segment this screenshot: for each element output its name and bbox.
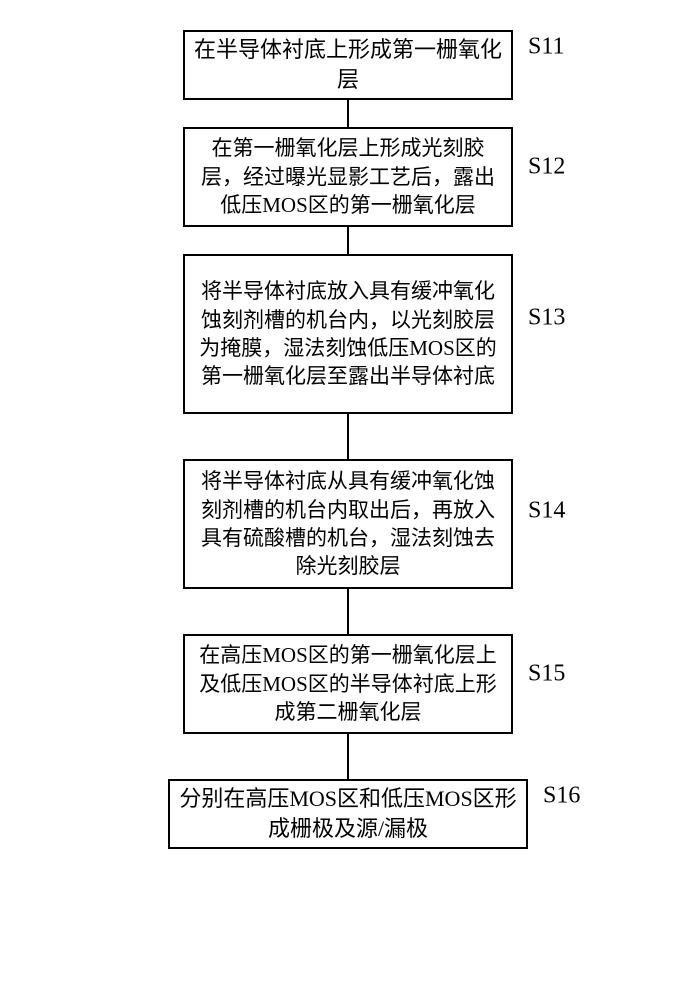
flow-step-box: 在第一栅氧化层上形成光刻胶层，经过曝光显影工艺后，露出低压MOS区的第一栅氧化层 [183, 127, 513, 227]
flow-step-row: 将半导体衬底放入具有缓冲氧化蚀刻剂槽的机台内，以光刻胶层为掩膜，湿法刻蚀低压MO… [168, 254, 528, 414]
flow-step-row: 在高压MOS区的第一栅氧化层上及低压MOS区的半导体衬底上形成第二栅氧化层S15 [168, 634, 528, 734]
flow-step-text: 将半导体衬底从具有缓冲氧化蚀刻剂槽的机台内取出后，再放入具有硫酸槽的机台，湿法刻… [193, 467, 503, 580]
flow-step-text: 在高压MOS区的第一栅氧化层上及低压MOS区的半导体衬底上形成第二栅氧化层 [193, 641, 503, 726]
flow-step-box: 将半导体衬底放入具有缓冲氧化蚀刻剂槽的机台内，以光刻胶层为掩膜，湿法刻蚀低压MO… [183, 254, 513, 414]
flow-step-text: 在第一栅氧化层上形成光刻胶层，经过曝光显影工艺后，露出低压MOS区的第一栅氧化层 [193, 134, 503, 219]
flow-step-label: S11 [528, 33, 564, 60]
flow-connector [347, 100, 349, 127]
flow-connector [347, 227, 349, 254]
flow-step-label: S16 [543, 782, 580, 809]
flow-step-row: 分别在高压MOS区和低压MOS区形成栅极及源/漏极S16 [168, 779, 528, 849]
flow-step-box: 分别在高压MOS区和低压MOS区形成栅极及源/漏极 [168, 779, 528, 849]
flow-step-box: 在高压MOS区的第一栅氧化层上及低压MOS区的半导体衬底上形成第二栅氧化层 [183, 634, 513, 734]
flow-step-text: 分别在高压MOS区和低压MOS区形成栅极及源/漏极 [178, 784, 518, 843]
flow-step-label: S15 [528, 661, 565, 688]
flow-connector [347, 734, 349, 779]
flow-step-label: S13 [528, 305, 565, 332]
flow-step-label: S14 [528, 498, 565, 525]
flow-step-box: 将半导体衬底从具有缓冲氧化蚀刻剂槽的机台内取出后，再放入具有硫酸槽的机台，湿法刻… [183, 459, 513, 589]
flow-connector [347, 589, 349, 634]
flow-step-row: 将半导体衬底从具有缓冲氧化蚀刻剂槽的机台内取出后，再放入具有硫酸槽的机台，湿法刻… [168, 459, 528, 589]
flow-step-row: 在半导体衬底上形成第一栅氧化层S11 [168, 30, 528, 100]
flow-step-box: 在半导体衬底上形成第一栅氧化层 [183, 30, 513, 100]
flow-step-label: S12 [528, 154, 565, 181]
flow-step-text: 在半导体衬底上形成第一栅氧化层 [193, 35, 503, 94]
flow-step-text: 将半导体衬底放入具有缓冲氧化蚀刻剂槽的机台内，以光刻胶层为掩膜，湿法刻蚀低压MO… [193, 277, 503, 390]
flow-connector [347, 414, 349, 459]
flow-step-row: 在第一栅氧化层上形成光刻胶层，经过曝光显影工艺后，露出低压MOS区的第一栅氧化层… [168, 127, 528, 227]
